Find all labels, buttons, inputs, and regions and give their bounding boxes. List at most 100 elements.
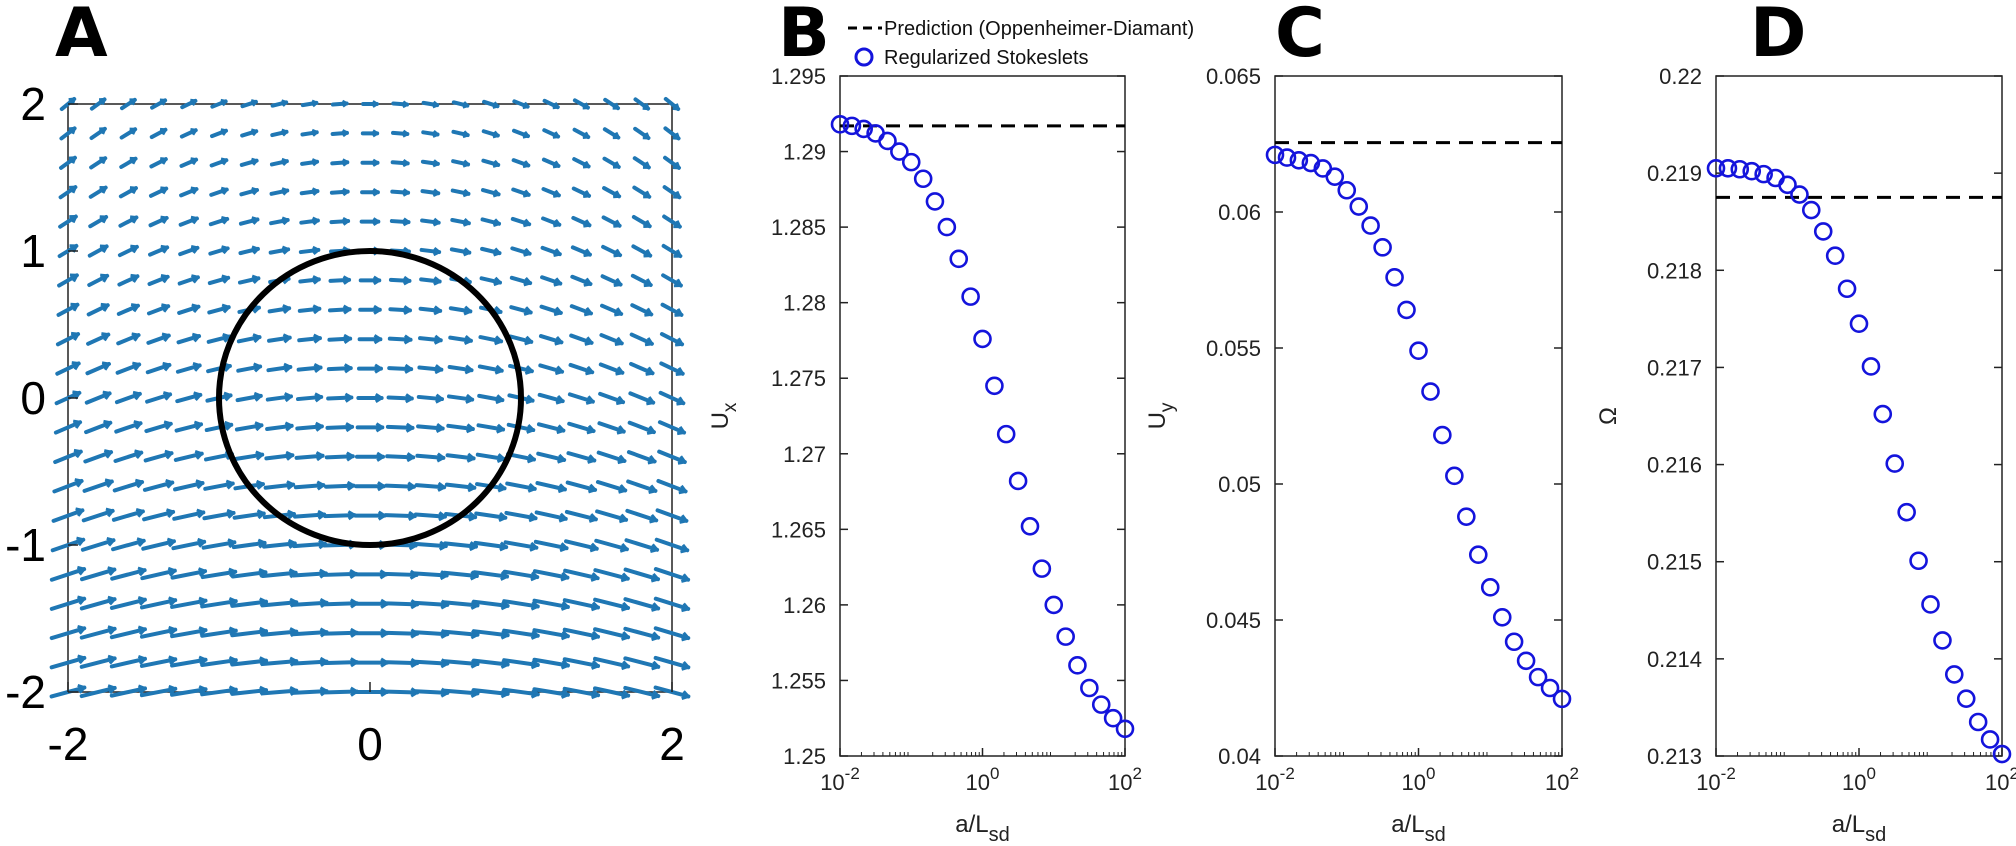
quiver-arrow — [447, 364, 474, 375]
y-tick-label: -1 — [5, 519, 46, 571]
quiver-arrow — [265, 421, 294, 432]
quiver-arrow — [55, 331, 81, 347]
y-tick-label: 1.26 — [783, 593, 826, 618]
quiver-arrow — [118, 215, 139, 228]
data-point — [1008, 471, 1028, 491]
quiver-arrow — [353, 510, 387, 521]
quiver-arrow — [541, 216, 562, 228]
quiver-arrow — [482, 99, 500, 109]
data-point — [1849, 314, 1869, 334]
data-point — [1801, 200, 1821, 220]
quiver-arrow — [571, 215, 592, 228]
quiver-arrow — [412, 540, 448, 551]
quiver-arrow — [566, 451, 597, 464]
quiver-arrow — [663, 96, 681, 112]
quiver-arrow — [593, 656, 631, 671]
quiver-arrow — [329, 187, 350, 197]
quiver-arrow — [603, 97, 621, 111]
quiver-arrow — [293, 480, 326, 491]
quiver-arrow — [477, 393, 505, 405]
data-point — [890, 142, 909, 161]
quiver-arrow — [421, 100, 440, 109]
quiver-arrow — [357, 334, 383, 345]
panel-letter-d: D — [1750, 0, 1806, 73]
data-point — [1540, 678, 1560, 698]
quiver-arrow — [328, 275, 352, 285]
quiver-arrow — [602, 127, 621, 140]
quiver-arrow — [51, 507, 85, 523]
quiver-arrow — [232, 509, 266, 520]
quiver-arrow — [202, 508, 236, 521]
quiver-arrow — [504, 510, 538, 523]
quiver-arrow — [177, 274, 200, 286]
quiver-arrow — [295, 392, 324, 403]
quiver-arrow — [508, 334, 534, 346]
quiver-arrow — [148, 186, 169, 198]
quiver-arrow — [600, 274, 623, 287]
quiver-arrow — [267, 333, 292, 344]
quiver-arrow — [653, 655, 691, 671]
panel-letter-b: B — [778, 0, 830, 73]
quiver-arrow — [478, 335, 504, 346]
data-point — [996, 424, 1016, 444]
quiver-arrow — [179, 186, 199, 198]
quiver-arrow — [327, 304, 352, 315]
y-tick-label: 1.275 — [771, 366, 826, 391]
quiver-arrow — [631, 244, 653, 258]
quiver-arrow — [663, 155, 681, 170]
quiver-arrow — [451, 159, 471, 168]
quiver-arrow — [354, 481, 386, 492]
quiver-arrow — [390, 188, 411, 197]
x-axis-label: a/Lsd — [1391, 811, 1446, 846]
quiver-arrow — [111, 537, 146, 552]
data-point — [1742, 161, 1762, 181]
quiver-arrow — [89, 156, 108, 170]
quiver-arrow — [512, 99, 530, 110]
data-point — [830, 115, 850, 134]
quiver-arrow — [175, 391, 203, 404]
x-tick-label: 100 — [966, 764, 1000, 795]
data-point — [1337, 180, 1357, 200]
quiver-arrow — [80, 536, 116, 552]
quiver-arrow — [207, 303, 231, 315]
quiver-arrow — [510, 216, 532, 228]
quiver-arrow — [630, 303, 654, 317]
data-point — [1091, 695, 1111, 714]
quiver-arrow — [451, 100, 470, 109]
quiver-arrow — [626, 479, 658, 494]
data-point — [1980, 730, 2000, 749]
quiver-arrow — [567, 421, 596, 435]
quiver-arrow — [572, 127, 591, 140]
quiver-arrow — [388, 275, 412, 286]
quiver-arrow — [326, 363, 353, 374]
quiver-arrow — [567, 392, 595, 405]
quiver-arrow — [657, 449, 687, 465]
y-tick-label: 0.045 — [1206, 608, 1261, 633]
quiver-arrow — [59, 126, 77, 141]
quiver-arrow — [118, 186, 138, 199]
panel-letter-c: C — [1275, 0, 1325, 73]
quiver-arrow — [57, 273, 79, 288]
quiver-arrow — [384, 481, 417, 492]
data-point — [1873, 404, 1893, 424]
quiver-arrow — [538, 334, 564, 346]
quiver-arrow — [480, 217, 502, 227]
quiver-arrow — [629, 332, 654, 347]
data-point — [1433, 425, 1452, 445]
quiver-arrow — [475, 452, 506, 464]
quiver-arrow — [82, 478, 114, 493]
quiver-arrow — [83, 449, 114, 464]
data-point — [1706, 158, 1726, 178]
quiver-arrow — [359, 217, 381, 226]
quiver-arrow — [79, 654, 117, 669]
quiver-arrow — [623, 567, 660, 583]
quiver-arrow — [209, 128, 229, 139]
y-tick-label: 0.213 — [1647, 744, 1702, 769]
data-point — [1504, 632, 1524, 652]
quiver-arrow — [542, 98, 560, 110]
quiver-arrow — [49, 624, 87, 641]
quiver-arrow — [117, 244, 139, 258]
quiver-arrow — [533, 539, 569, 553]
y-tick-label: 0.06 — [1218, 200, 1261, 225]
quiver-arrow — [510, 246, 532, 257]
